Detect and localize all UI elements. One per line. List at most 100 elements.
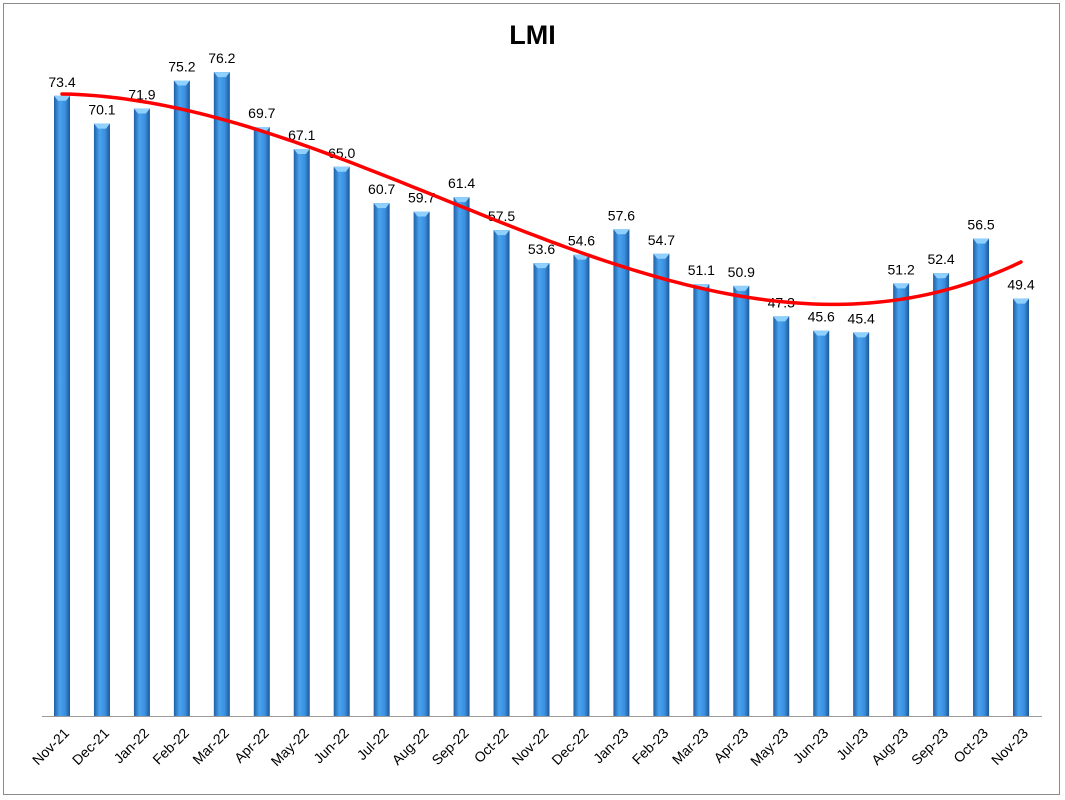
bar-body — [653, 253, 670, 716]
x-tick-label: Mar-23 — [669, 725, 712, 768]
data-label: 54.7 — [648, 232, 675, 248]
bar-body — [533, 263, 550, 716]
bar-body — [573, 254, 590, 716]
bar — [573, 254, 590, 716]
bar-body — [853, 332, 870, 716]
x-tick-label: Jun-23 — [790, 725, 832, 767]
bar — [653, 253, 670, 716]
bar-top-bevel — [853, 332, 870, 338]
data-label: 51.2 — [888, 261, 915, 277]
data-label: 52.4 — [927, 251, 954, 267]
x-tick-label: Nov-22 — [508, 725, 551, 768]
bar-top-bevel — [54, 95, 70, 101]
data-label: 51.1 — [688, 262, 715, 278]
bar-body — [773, 316, 790, 716]
bar-body — [333, 166, 350, 716]
x-tick-label: Feb-22 — [149, 725, 192, 768]
bar-top-bevel — [933, 273, 950, 279]
data-label: 75.2 — [168, 59, 195, 75]
x-tick-label: Sep-22 — [428, 725, 471, 768]
bar-body — [493, 230, 510, 716]
bar-body — [453, 197, 470, 717]
bar-top-bevel — [893, 283, 910, 289]
bar-top-bevel — [333, 166, 350, 172]
bar-body — [933, 273, 950, 716]
bar-top-bevel — [93, 123, 110, 129]
x-tick-label: Jan-22 — [110, 725, 152, 767]
data-label: 45.6 — [808, 309, 835, 325]
data-label: 70.1 — [88, 102, 115, 118]
bar-body — [54, 95, 70, 716]
x-tick-label: May-23 — [747, 725, 791, 769]
data-label: 61.4 — [448, 175, 475, 191]
data-label: 54.6 — [568, 233, 595, 249]
x-tick-label: Sep-23 — [908, 725, 951, 768]
bar — [933, 273, 950, 716]
bar — [213, 72, 230, 717]
bar-top-bevel — [493, 230, 510, 236]
bar — [693, 284, 710, 716]
bar-body — [213, 72, 230, 717]
x-tick-label: Jul-23 — [833, 725, 871, 763]
bar — [773, 316, 790, 716]
bar — [813, 330, 830, 716]
bar-top-bevel — [653, 253, 670, 259]
data-label: 45.4 — [848, 310, 875, 326]
x-tick-label: Dec-21 — [69, 725, 112, 768]
data-label: 49.4 — [1007, 277, 1034, 293]
data-label: 53.6 — [528, 241, 555, 257]
x-tick-label: Jun-22 — [310, 725, 352, 767]
bar-body — [173, 80, 190, 716]
bar — [93, 123, 110, 716]
x-tick-label: Nov-21 — [29, 725, 72, 768]
bar — [133, 108, 150, 716]
x-tick-label: Nov-23 — [988, 725, 1031, 768]
x-tick-label: Aug-22 — [389, 725, 432, 768]
data-label: 69.7 — [248, 105, 275, 121]
bar-body — [973, 238, 990, 716]
bar-top-bevel — [293, 149, 310, 155]
bar — [293, 149, 310, 716]
bar-body — [733, 285, 750, 716]
data-label: 57.6 — [608, 207, 635, 223]
bar-body — [413, 211, 430, 716]
x-tick-label: Mar-22 — [189, 725, 232, 768]
data-label: 76.2 — [208, 50, 235, 66]
bar-body — [1013, 298, 1029, 716]
bar-top-bevel — [973, 238, 990, 244]
data-label: 71.9 — [128, 86, 155, 102]
x-tick-label: Oct-23 — [950, 725, 991, 766]
bar — [613, 229, 630, 716]
bar — [453, 197, 470, 717]
bar-top-bevel — [173, 80, 190, 86]
bar-top-bevel — [1013, 298, 1029, 304]
bar-body — [253, 127, 270, 716]
bar — [853, 332, 870, 716]
bar-top-bevel — [453, 197, 470, 203]
bar-body — [93, 123, 110, 716]
bar — [893, 283, 910, 716]
x-tick-label: Aug-23 — [868, 725, 911, 768]
bar — [253, 127, 270, 716]
bar-body — [693, 284, 710, 716]
chart-title: LMI — [509, 20, 556, 50]
bar-top-bevel — [773, 316, 790, 322]
data-label: 50.9 — [728, 264, 755, 280]
bar — [1013, 298, 1029, 716]
data-label: 60.7 — [368, 181, 395, 197]
bar — [533, 263, 550, 716]
bar — [173, 80, 190, 716]
bar-top-bevel — [133, 108, 150, 114]
x-tick-label: Dec-22 — [548, 725, 591, 768]
bar-top-bevel — [613, 229, 630, 235]
bar-top-bevel — [413, 211, 430, 217]
bar-top-bevel — [813, 330, 830, 336]
bar-body — [293, 149, 310, 716]
data-label: 73.4 — [48, 74, 75, 90]
x-tick-label: May-22 — [268, 725, 312, 769]
bar-body — [613, 229, 630, 716]
bar-top-bevel — [733, 285, 750, 291]
bar-top-bevel — [533, 263, 550, 269]
bar — [973, 238, 990, 716]
